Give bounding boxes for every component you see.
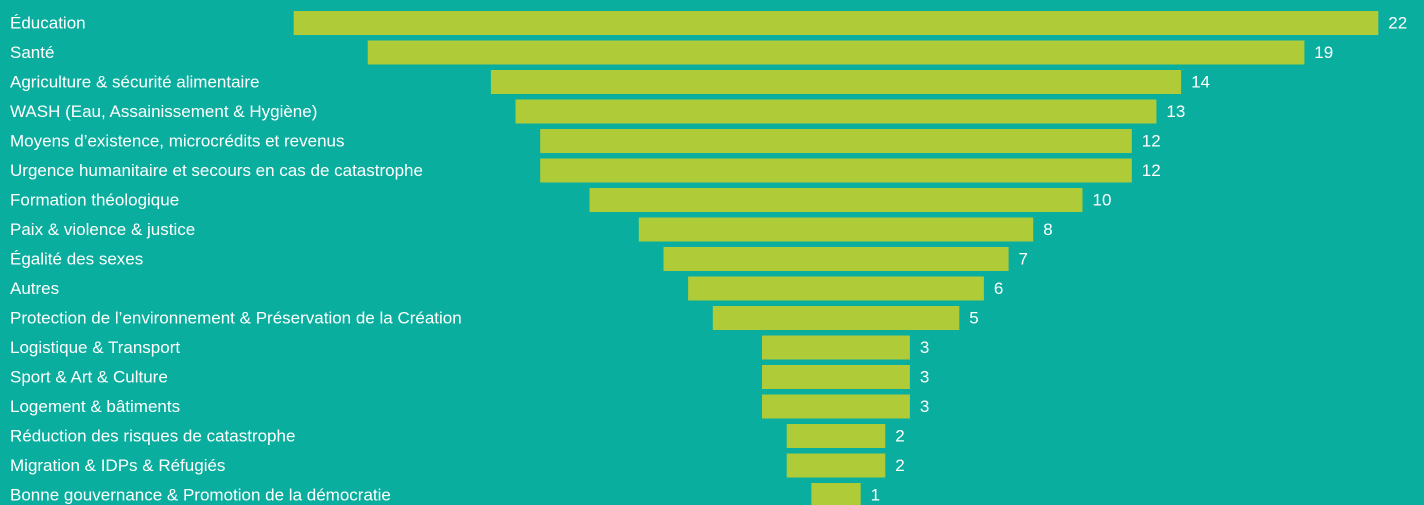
bar (540, 129, 1132, 153)
bar (786, 453, 886, 478)
value-label: 13 (1166, 102, 1185, 121)
category-label: Égalité des sexes (10, 250, 143, 269)
category-label-group: Éducation Santé Agriculture & sécurité ali… (10, 14, 462, 505)
value-label: 3 (920, 397, 929, 416)
bar-group (293, 11, 1379, 505)
bar (367, 40, 1305, 65)
value-label: 22 (1388, 14, 1407, 33)
value-label: 8 (1043, 220, 1052, 239)
value-label: 19 (1314, 43, 1333, 62)
bar (293, 11, 1379, 35)
value-label: 3 (920, 338, 929, 357)
category-label: Autres (10, 279, 59, 298)
category-label: Moyens d’existence, microcrédits et reve… (10, 132, 344, 151)
category-label: WASH (Eau, Assainissement & Hygiène) (10, 102, 317, 121)
category-label: Protection de l’environnement & Préserva… (10, 309, 462, 328)
bar (688, 276, 984, 301)
category-label: Santé (10, 43, 54, 62)
bar (663, 247, 1009, 271)
bar (786, 424, 886, 448)
value-label: 12 (1142, 132, 1161, 151)
category-label: Agriculture & sécurité alimentaire (10, 73, 259, 92)
category-label: Bonne gouvernance & Promotion de la démo… (10, 486, 391, 505)
value-label: 6 (994, 279, 1003, 298)
bar (762, 394, 910, 419)
category-label: Formation théologique (10, 191, 179, 210)
bar (515, 99, 1157, 124)
category-label: Éducation (10, 14, 86, 33)
bar (762, 365, 910, 389)
category-label: Migration & IDPs & Réfugiés (10, 456, 225, 475)
category-label: Logistique & Transport (10, 338, 180, 357)
category-label: Urgence humanitaire et secours en cas de… (10, 161, 423, 180)
bar (540, 158, 1132, 183)
value-label: 1 (871, 486, 880, 505)
value-label: 14 (1191, 73, 1210, 92)
category-label: Sport & Art & Culture (10, 368, 168, 387)
bar (490, 70, 1182, 94)
bar (712, 306, 960, 330)
value-label: 3 (920, 368, 929, 387)
bar (762, 335, 910, 360)
value-label: 2 (895, 427, 904, 446)
bar (811, 483, 861, 505)
bar (589, 188, 1083, 212)
value-label: 2 (895, 456, 904, 475)
category-label: Réduction des risques de catastrophe (10, 427, 295, 446)
value-label: 12 (1142, 161, 1161, 180)
value-label: 10 (1093, 191, 1112, 210)
value-label: 5 (969, 309, 978, 328)
category-label: Paix & violence & justice (10, 220, 195, 239)
bar (638, 217, 1034, 242)
value-label: 7 (1019, 250, 1028, 269)
category-label: Logement & bâtiments (10, 397, 180, 416)
